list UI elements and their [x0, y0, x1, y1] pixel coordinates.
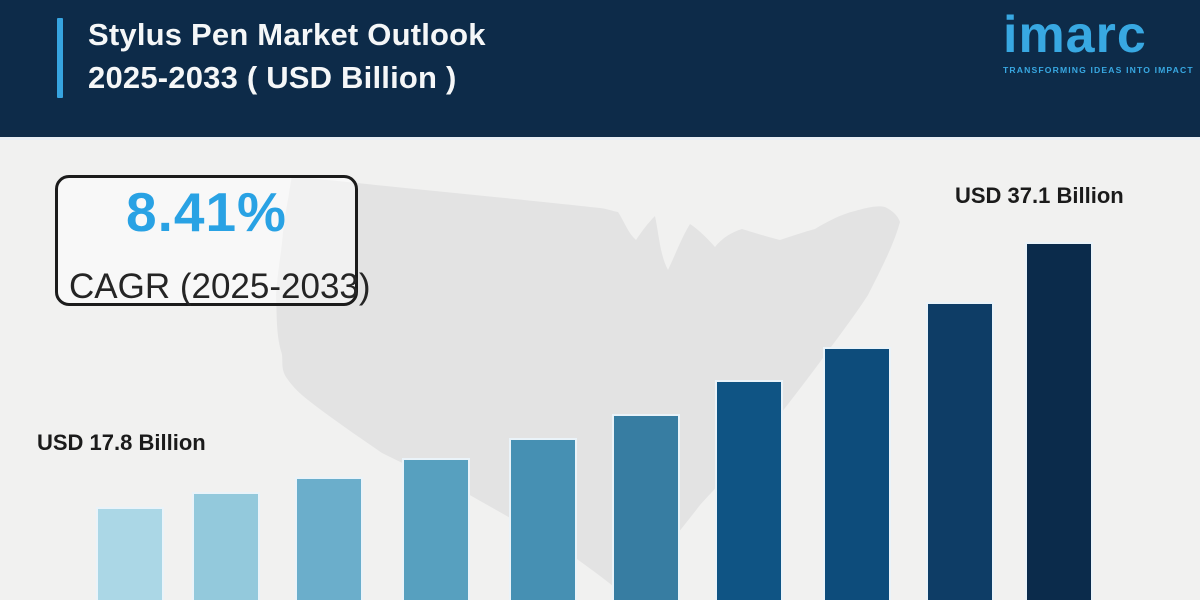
cagr-value: 8.41% [126, 181, 287, 243]
title-accent-bar [57, 18, 63, 98]
page-title-line2: 2025-2033 ( USD Billion ) [88, 60, 457, 95]
bar-2 [192, 492, 260, 600]
cagr-callout-box: 8.41% CAGR (2025-2033) [55, 175, 371, 306]
page-title: Stylus Pen Market Outlook 2025-2033 ( US… [88, 13, 486, 99]
bar-7 [715, 380, 783, 600]
cagr-label: CAGR (2025-2033) [69, 267, 371, 306]
bar-10 [1025, 242, 1093, 600]
bars-container [0, 140, 1200, 600]
bar-chart: 8.41% CAGR (2025-2033) USD 17.8 Billion … [0, 140, 1200, 600]
first-bar-value-label: USD 17.8 Billion [37, 430, 206, 455]
bar-8 [823, 347, 891, 600]
bar-1 [96, 507, 164, 600]
imarc-logo: imarc TRANSFORMING IDEAS INTO IMPACT [1003, 6, 1194, 75]
bar-6 [612, 414, 680, 600]
bar-4 [402, 458, 470, 600]
page-title-line1: Stylus Pen Market Outlook [88, 17, 486, 52]
last-bar-value-label: USD 37.1 Billion [955, 183, 1124, 208]
imarc-logo-tagline: TRANSFORMING IDEAS INTO IMPACT [1003, 65, 1194, 75]
usa-map-silhouette [276, 176, 900, 600]
bar-9 [926, 302, 994, 600]
header-band: Stylus Pen Market Outlook 2025-2033 ( US… [0, 0, 1200, 140]
imarc-logo-wordmark: imarc [1003, 6, 1147, 64]
bar-3 [295, 477, 363, 600]
bar-5 [509, 438, 577, 600]
